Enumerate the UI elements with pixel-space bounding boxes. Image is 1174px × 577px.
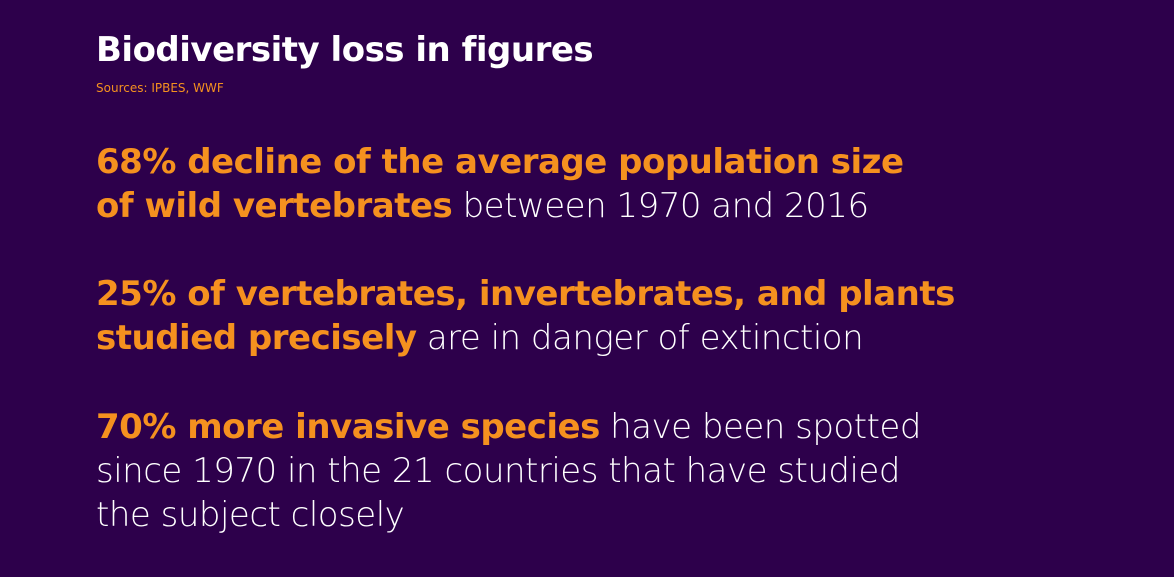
slide: Biodiversity loss in figures Sources: IP…: [96, 30, 1136, 535]
fact-line: 68% decline of the average population si…: [96, 140, 904, 184]
fact-highlight: of wild vertebrates: [96, 186, 453, 226]
fact-line: the subject closely: [96, 495, 405, 535]
fact-population-decline: 68% decline of the average population si…: [96, 140, 904, 228]
page-title: Biodiversity loss in figures: [96, 30, 594, 70]
fact-text: have been spotted: [599, 407, 921, 447]
fact-text: are in danger of extinction: [416, 318, 864, 358]
fact-line: 25% of vertebrates, invertebrates, and p…: [96, 272, 955, 316]
fact-highlight: 70% more invasive species: [96, 407, 600, 447]
fact-line: studied precisely are in danger of extin…: [96, 316, 955, 360]
fact-invasive-species: 70% more invasive species have been spot…: [96, 405, 921, 537]
fact-line: since 1970 in the 21 countries that have…: [96, 451, 900, 491]
fact-highlight: 25% of vertebrates, invertebrates, and p…: [96, 274, 955, 314]
fact-highlight: 68% decline of the average population si…: [96, 142, 904, 182]
fact-highlight: studied precisely: [96, 318, 417, 358]
fact-line: 70% more invasive species have been spot…: [96, 405, 921, 449]
fact-line: of wild vertebrates between 1970 and 201…: [96, 184, 904, 228]
fact-text: between 1970 and 2016: [452, 186, 869, 226]
sources-note: Sources: IPBES, WWF: [96, 81, 224, 95]
fact-extinction-danger: 25% of vertebrates, invertebrates, and p…: [96, 272, 955, 360]
